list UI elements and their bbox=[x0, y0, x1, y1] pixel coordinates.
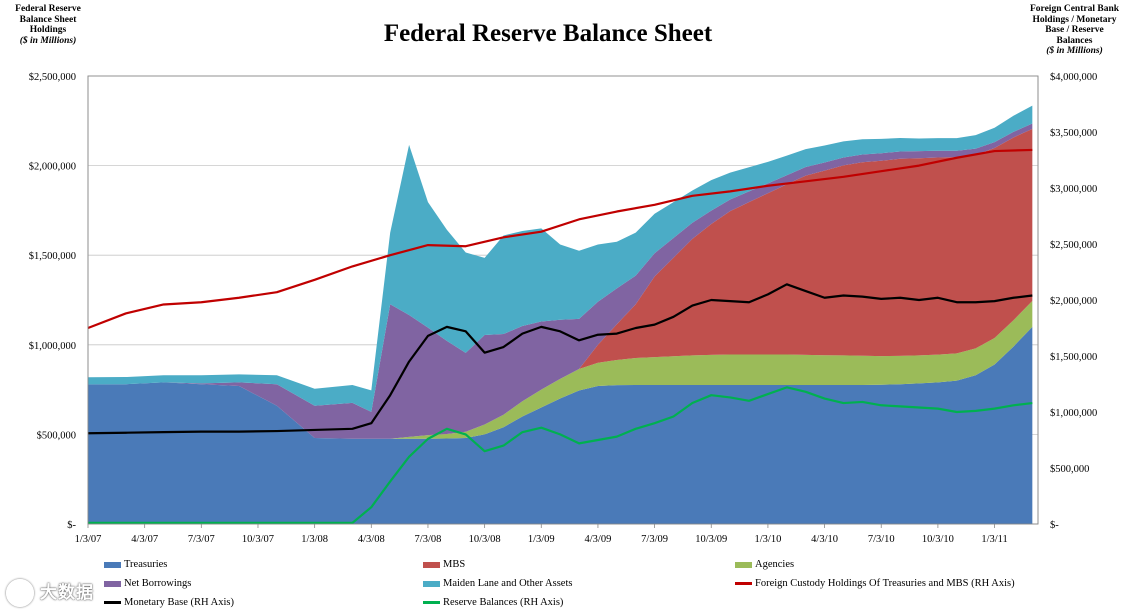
y-left-tick-label: $- bbox=[67, 520, 76, 531]
legend-swatch bbox=[104, 580, 121, 587]
y-right-tick-label: $- bbox=[1050, 520, 1059, 531]
legend-label: Treasuries bbox=[124, 559, 168, 570]
x-tick-label: 10/3/08 bbox=[469, 534, 501, 545]
area-treasuries bbox=[88, 326, 1033, 524]
x-tick-label: 7/3/07 bbox=[188, 534, 215, 545]
right-axis-title-line: Foreign Central Bank bbox=[1029, 4, 1120, 14]
x-tick-label: 1/3/08 bbox=[301, 534, 328, 545]
legend-swatch bbox=[104, 561, 121, 568]
legend-swatch bbox=[104, 601, 121, 604]
x-tick-label: 1/3/07 bbox=[75, 534, 102, 545]
line-foreign-custody-holdings-of-treasuries-and-mbs-rh-axis- bbox=[87, 148, 1033, 330]
legend-swatch bbox=[423, 580, 440, 587]
x-tick-label: 1/3/10 bbox=[754, 534, 781, 545]
legend-item: Maiden Lane and Other Assets bbox=[423, 578, 572, 589]
y-right-tick-label: $3,500,000 bbox=[1050, 128, 1097, 139]
y-right-tick-label: $2,000,000 bbox=[1050, 296, 1097, 307]
legend: Treasuries MBS Agencies Net Borrowings Maide… bbox=[0, 552, 1127, 614]
left-axis-title-line: Federal Reserve bbox=[15, 4, 81, 14]
left-axis-unit: ($ in Millions) bbox=[19, 35, 77, 46]
area-net-borrowings bbox=[88, 123, 1033, 439]
plot-border bbox=[87, 75, 1039, 525]
chart-title: Federal Reserve Balance Sheet bbox=[383, 20, 713, 47]
legend-swatch bbox=[735, 561, 752, 568]
left-axis-title-line: Holdings bbox=[29, 25, 67, 35]
left-axis-title: Federal Reserve Balance Sheet Holdings (… bbox=[2, 4, 94, 46]
line-monetary-base-rh-axis- bbox=[87, 283, 1033, 435]
right-axis-title-line: Base / Reserve bbox=[1045, 25, 1104, 35]
y-right-tick-label: $500,000 bbox=[1050, 464, 1089, 475]
y-left-tick-label: $500,000 bbox=[37, 430, 76, 441]
x-tick-label: 10/3/07 bbox=[242, 534, 274, 545]
legend-label: Reserve Balances (RH Axis) bbox=[443, 597, 564, 608]
x-tick-label: 1/3/11 bbox=[981, 534, 1007, 545]
x-tick-label: 7/3/10 bbox=[868, 534, 895, 545]
y-right-tick-label: $2,500,000 bbox=[1050, 240, 1097, 251]
x-tick-label: 7/3/09 bbox=[641, 534, 668, 545]
legend-item: Treasuries bbox=[104, 559, 167, 570]
y-right-tick-label: $4,000,000 bbox=[1050, 72, 1097, 83]
line-reserve-balances-rh-axis- bbox=[88, 386, 1033, 524]
right-axis-title: Foreign Central Bank Holdings / Monetary… bbox=[1022, 4, 1127, 57]
legend-item: Agencies bbox=[735, 559, 794, 570]
legend-label: MBS bbox=[443, 559, 466, 570]
x-tick-label: 4/3/08 bbox=[358, 534, 385, 545]
area-maiden-lane-and-other-assets bbox=[88, 105, 1033, 412]
x-tick-label: 4/3/09 bbox=[585, 534, 612, 545]
x-tick-label: 1/3/09 bbox=[528, 534, 555, 545]
watermark-text: 大数据 bbox=[40, 583, 94, 603]
legend-item: Foreign Custody Holdings Of Treasuries a… bbox=[735, 578, 1015, 589]
legend-label: Net Borrowings bbox=[124, 578, 192, 589]
legend-swatch bbox=[735, 582, 752, 585]
y-left-tick-label: $1,500,000 bbox=[29, 251, 76, 262]
watermark: 大数据 bbox=[6, 578, 146, 612]
right-axis-title-line: Holdings / Monetary bbox=[1032, 14, 1117, 25]
watermark-logo-icon bbox=[6, 579, 34, 607]
legend-item: Monetary Base (RH Axis) bbox=[104, 597, 234, 608]
legend-swatch bbox=[423, 561, 440, 568]
right-axis-title-line: Balances bbox=[1056, 35, 1093, 46]
legend-item: Net Borrowings bbox=[104, 578, 191, 589]
y-right-tick-label: $1,500,000 bbox=[1050, 352, 1097, 363]
legend-label: Agencies bbox=[755, 559, 795, 570]
y-left-tick-label: $1,000,000 bbox=[29, 341, 76, 352]
x-tick-label: 10/3/09 bbox=[695, 534, 727, 545]
x-tick-label: 7/3/08 bbox=[415, 534, 442, 545]
y-left-tick-label: $2,000,000 bbox=[29, 162, 76, 173]
y-right-tick-label: $1,000,000 bbox=[1050, 408, 1097, 419]
legend-item: Reserve Balances (RH Axis) bbox=[423, 597, 563, 608]
left-axis-title-line: Balance Sheet bbox=[19, 14, 77, 25]
right-axis-unit: ($ in Millions) bbox=[1046, 46, 1103, 56]
legend-item: MBS bbox=[423, 559, 465, 570]
area-mbs bbox=[88, 128, 1033, 439]
legend-label: Monetary Base (RH Axis) bbox=[124, 597, 234, 608]
area-agencies bbox=[88, 300, 1033, 439]
x-tick-label: 10/3/10 bbox=[922, 534, 954, 545]
legend-swatch bbox=[423, 601, 440, 604]
legend-label: Foreign Custody Holdings Of Treasuries a… bbox=[755, 578, 1015, 589]
legend-label: Maiden Lane and Other Assets bbox=[443, 578, 573, 589]
x-tick-label: 4/3/10 bbox=[811, 534, 838, 545]
chart-canvas: $- $500,000 $1,000,000 $1,500,000 $2,000,000… bbox=[29, 72, 1098, 545]
x-tick-label: 4/3/07 bbox=[131, 534, 158, 545]
y-right-tick-label: $3,000,000 bbox=[1050, 184, 1097, 195]
y-left-tick-label: $2,500,000 bbox=[29, 72, 76, 83]
